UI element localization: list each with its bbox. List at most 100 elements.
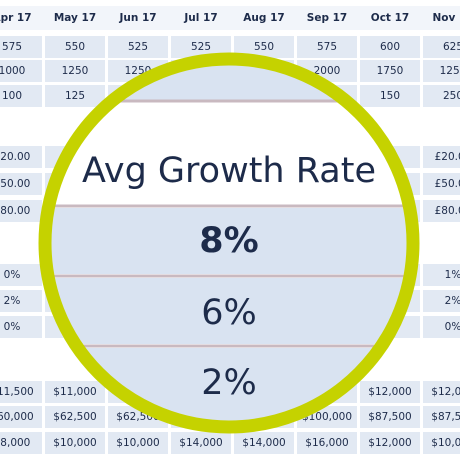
- cell-value: 575: [2, 41, 22, 53]
- cell-background: [0, 290, 42, 312]
- cell-background: [360, 60, 420, 82]
- cell-value: 0%: [4, 269, 21, 281]
- cell-background: [423, 264, 460, 286]
- cell-value: £20.00: [0, 151, 30, 163]
- lens-band: [45, 278, 413, 344]
- cell-value: $100,000: [302, 411, 352, 423]
- cell-background: [0, 200, 42, 222]
- cell-background: [0, 146, 42, 168]
- cell-value: 0%: [445, 321, 460, 333]
- cell-value: 525: [191, 41, 211, 53]
- cell-background: [45, 60, 105, 82]
- cell-background: [360, 85, 420, 107]
- cell-value: £50.00: [435, 178, 460, 190]
- cell-value: 1750: [377, 65, 404, 77]
- cell-value: $11,500: [0, 386, 34, 398]
- cell-background: [0, 173, 42, 195]
- cell-value: 125: [65, 90, 85, 102]
- cell-background: [0, 85, 42, 107]
- cell-value: $14,000: [179, 437, 222, 449]
- cell-value: 575: [317, 41, 337, 53]
- cell-background: [0, 316, 42, 338]
- cell-background: [423, 36, 460, 58]
- column-header: Sep 17: [307, 12, 347, 24]
- lens-value: 6%: [201, 293, 257, 333]
- cell-value: $12,000: [368, 437, 411, 449]
- cell-background: [360, 381, 420, 403]
- cell-background: [297, 36, 357, 58]
- cell-background: [45, 36, 105, 58]
- cell-background: [45, 406, 105, 428]
- column-header: May 17: [54, 12, 96, 24]
- cell-background: [45, 85, 105, 107]
- lens-band: [45, 208, 413, 274]
- cell-background: [45, 381, 105, 403]
- cell-background: [360, 432, 420, 454]
- cell-background: [423, 200, 460, 222]
- cell-background: [423, 173, 460, 195]
- column-header: Nov 17: [432, 12, 460, 24]
- cell-value: 2%: [4, 295, 21, 307]
- cell-background: [423, 432, 460, 454]
- cell-value: £80.00: [0, 205, 30, 217]
- cell-background: [360, 36, 420, 58]
- cell-background: [423, 406, 460, 428]
- cell-value: 100: [2, 90, 22, 102]
- cell-value: £20.00: [435, 151, 460, 163]
- cell-value: $10,000: [116, 437, 159, 449]
- cell-value: $16,000: [305, 437, 348, 449]
- cell-value: 2000: [314, 65, 341, 77]
- cell-value: 0%: [4, 321, 21, 333]
- cell-background: [423, 146, 460, 168]
- cell-value: £50.00: [0, 178, 30, 190]
- lens-value: 2%: [201, 363, 257, 403]
- cell-value: 1250: [62, 65, 89, 77]
- cell-value: $8,000: [0, 437, 30, 449]
- cell-background: [0, 60, 42, 82]
- cell-background: [423, 316, 460, 338]
- cell-value: 600: [380, 41, 400, 53]
- cell-value: 2%: [445, 295, 460, 307]
- cell-value: 550: [254, 41, 274, 53]
- cell-value: 250: [443, 90, 460, 102]
- lens-title: Avg Growth Rate: [82, 151, 376, 191]
- cell-value: £80.00: [435, 205, 460, 217]
- column-header: Aug 17: [243, 12, 284, 24]
- column-header: Oct 17: [371, 12, 409, 24]
- cell-background: [423, 60, 460, 82]
- cell-value: 150: [380, 90, 400, 102]
- cell-background: [0, 264, 42, 286]
- cell-value: $12,000: [431, 386, 460, 398]
- magnifier-ring: [38, 52, 420, 434]
- lens-value: 8%: [199, 221, 258, 261]
- cell-value: 1%: [445, 269, 460, 281]
- cell-background: [0, 432, 42, 454]
- cell-background: [234, 432, 294, 454]
- cell-background: [234, 36, 294, 58]
- cell-background: [0, 406, 42, 428]
- cell-background: [171, 36, 231, 58]
- cell-background: [423, 381, 460, 403]
- cell-value: 550: [65, 41, 85, 53]
- cell-value: $11,000: [53, 386, 96, 398]
- cell-value: 625: [443, 41, 460, 53]
- column-header: Jul 17: [183, 12, 217, 24]
- cell-background: [171, 432, 231, 454]
- cell-value: 525: [128, 41, 148, 53]
- cell-value: $87,500: [431, 411, 460, 423]
- cell-value: $60,000: [0, 411, 34, 423]
- cell-background: [423, 290, 460, 312]
- cell-background: [45, 432, 105, 454]
- cell-background: [297, 432, 357, 454]
- cell-background: [423, 85, 460, 107]
- cell-background: [360, 406, 420, 428]
- header-row: [0, 6, 460, 30]
- column-header: Apr 17: [0, 12, 32, 24]
- cell-value: 1000: [0, 65, 25, 77]
- cell-value: $10,000: [431, 437, 460, 449]
- column-header: Jun 17: [118, 12, 156, 24]
- cell-value: $87,500: [368, 411, 411, 423]
- cell-background: [0, 381, 42, 403]
- cell-value: $12,000: [368, 386, 411, 398]
